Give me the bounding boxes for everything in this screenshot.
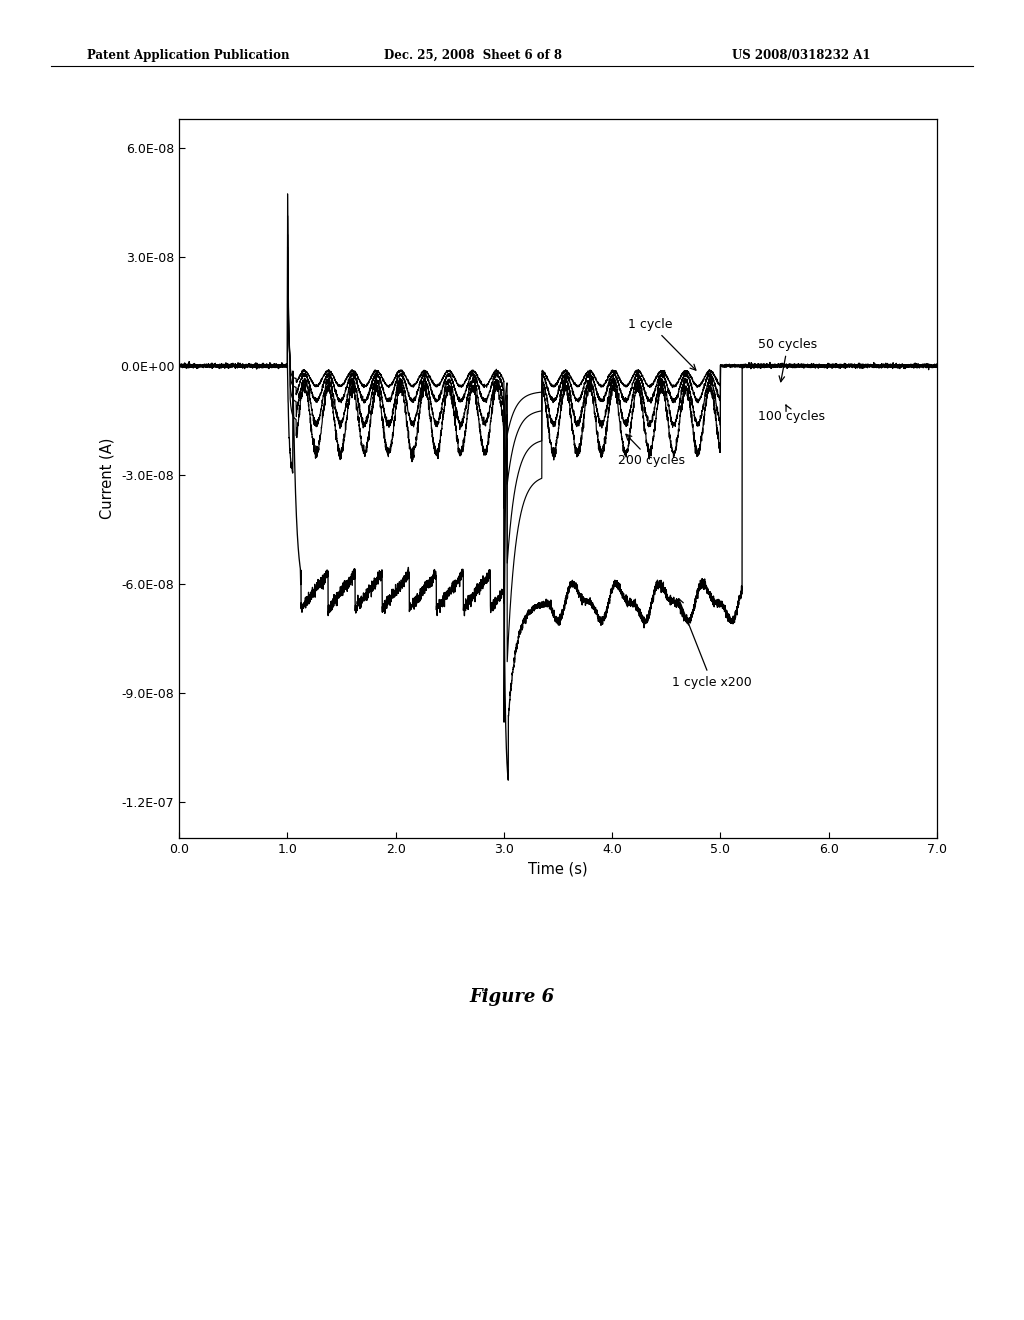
Text: US 2008/0318232 A1: US 2008/0318232 A1 (732, 49, 870, 62)
Text: 100 cycles: 100 cycles (759, 405, 825, 424)
Text: 50 cycles: 50 cycles (759, 338, 817, 381)
Text: 1 cycle: 1 cycle (629, 318, 696, 370)
Text: 1 cycle x200: 1 cycle x200 (672, 599, 752, 689)
Text: Dec. 25, 2008  Sheet 6 of 8: Dec. 25, 2008 Sheet 6 of 8 (384, 49, 562, 62)
Y-axis label: Current (A): Current (A) (99, 438, 115, 519)
Text: Patent Application Publication: Patent Application Publication (87, 49, 290, 62)
X-axis label: Time (s): Time (s) (528, 862, 588, 876)
Text: Figure 6: Figure 6 (469, 987, 555, 1006)
Text: 200 cycles: 200 cycles (617, 434, 685, 467)
